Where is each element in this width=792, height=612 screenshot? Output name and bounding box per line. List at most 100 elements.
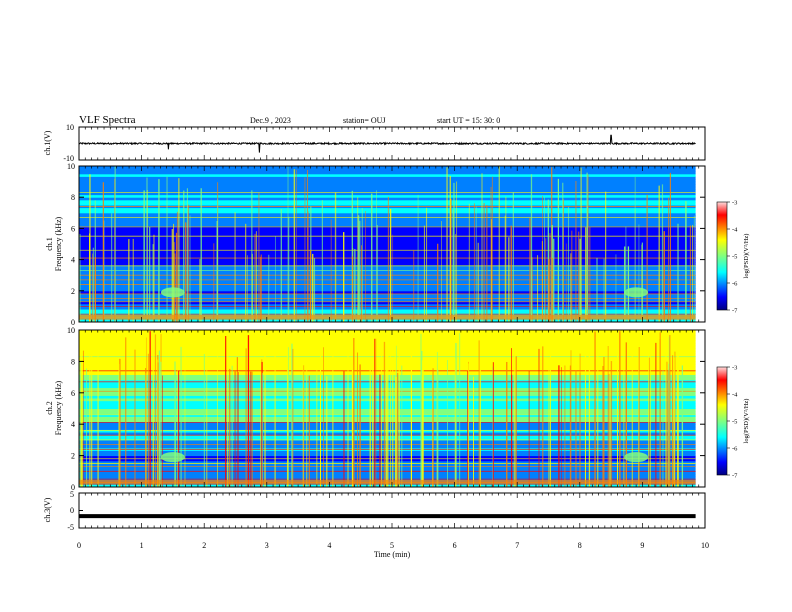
ch1-spectrogram-band bbox=[79, 199, 696, 203]
ch1-spectrogram-band bbox=[79, 259, 696, 263]
ch1-spectrogram-ytick-label: 4 bbox=[71, 256, 75, 265]
ch1-spectrogram-band bbox=[79, 220, 696, 224]
ch2-spectrogram-emission bbox=[624, 452, 649, 463]
ch1-spectrogram-band bbox=[79, 166, 696, 170]
ch2-spectrogram-ytick-label: 0 bbox=[71, 483, 75, 492]
ch1-spectrogram-ytick-label: 0 bbox=[71, 318, 75, 327]
ch1-spectrogram-band bbox=[79, 171, 696, 175]
ch3-ytick-top: 5 bbox=[70, 490, 74, 499]
ch3-ytick-middle: 0 bbox=[70, 506, 74, 515]
x-tick-label: 5 bbox=[390, 541, 394, 550]
ch1-spectrogram-band bbox=[79, 293, 696, 297]
ch1-spectrogram-ytick-label: 10 bbox=[67, 162, 75, 171]
ch1-spectrogram-lowband bbox=[79, 314, 696, 320]
ch1-spectrogram-ytick-label: 6 bbox=[71, 224, 75, 233]
ch2-spectrogram-ylabel-frequency: Frequency (kHz) bbox=[54, 380, 63, 435]
ch1-spectrogram-band bbox=[79, 207, 696, 211]
ch1-spectrogram-panel: 0 2 4 6 8 10 ch.1 Frequency (kHz) bbox=[45, 162, 706, 327]
ch1-waveform-panel: 10 -10 ch.1(V) bbox=[43, 123, 706, 163]
ch2-spectrogram-band bbox=[79, 332, 696, 336]
colorbar-tick-label: -4 bbox=[732, 392, 738, 399]
ch1-spectrogram-band bbox=[79, 264, 696, 268]
ch1-waveform-ylabel: ch.1(V) bbox=[43, 130, 52, 155]
ch2-spectrogram-ytick-label: 6 bbox=[71, 389, 75, 398]
ch1-spectrogram-band bbox=[79, 173, 696, 177]
ch2-spectrogram-band bbox=[79, 337, 696, 341]
ch1-spectrogram-band bbox=[79, 249, 696, 253]
ch1-spectrogram-band bbox=[79, 309, 696, 313]
ch1-spectrogram-band bbox=[79, 267, 696, 271]
ch1-spectrogram-band bbox=[79, 233, 696, 237]
ch2-spectrogram-ylabel-channel: ch.2 bbox=[45, 401, 54, 415]
start-time-label: start UT = 15: 30: 0 bbox=[437, 116, 500, 125]
x-tick-label: 7 bbox=[515, 541, 519, 550]
ch1-spectrogram-band bbox=[79, 179, 696, 183]
ch1-spectrogram-band bbox=[79, 223, 696, 227]
ch2-spectrogram-ytick-label: 2 bbox=[71, 452, 75, 461]
ch1-spectrogram-band bbox=[79, 176, 696, 180]
ch1-spectrogram-band bbox=[79, 296, 696, 300]
ch1-spectrogram-band bbox=[79, 262, 696, 266]
colorbar-tick-label: -6 bbox=[732, 281, 738, 288]
ch1-spectrogram-band bbox=[79, 186, 696, 190]
ch1-spectrogram-band bbox=[79, 210, 696, 214]
colorbar-tick-label: -5 bbox=[732, 419, 737, 426]
colorbar-ch2-gradient bbox=[716, 366, 728, 476]
ch1-spectrogram-band bbox=[79, 194, 696, 198]
ch2-spectrogram-band bbox=[79, 335, 696, 339]
ch1-spectrogram-band bbox=[79, 215, 696, 219]
ch1-spectrogram-band bbox=[79, 298, 696, 302]
x-tick-label: 10 bbox=[701, 541, 709, 550]
x-axis: 0 1 2 3 4 5 6 7 8 9 10 bbox=[77, 127, 709, 550]
figure-title: VLF Spectra bbox=[79, 114, 136, 126]
ch1-spectrogram-band bbox=[79, 303, 696, 307]
ch1-spectrogram-band bbox=[79, 285, 696, 289]
ch1-spectrogram-band bbox=[79, 184, 696, 188]
ch1-spectrogram-band bbox=[79, 254, 696, 258]
ch2-spectrogram-panel: 0 2 4 6 8 10 ch.2 Frequency (kHz) bbox=[45, 326, 706, 492]
ch3-waveform-panel: 5 0 -5 ch.3(V) bbox=[43, 490, 706, 532]
date-label: Dec.9 , 2023 bbox=[250, 116, 291, 125]
ch1-spectrogram-ylabel-channel: ch.1 bbox=[45, 237, 54, 251]
ch1-spectrogram-band bbox=[79, 236, 696, 240]
colorbar-tick-label: -7 bbox=[732, 473, 738, 480]
ch1-spectrogram-band bbox=[79, 280, 696, 284]
ch1-spectrogram-band bbox=[79, 202, 696, 206]
ch1-spectrogram-band bbox=[79, 272, 696, 276]
x-tick-label: 9 bbox=[640, 541, 644, 550]
ch1-spectrogram-band bbox=[79, 212, 696, 216]
ch1-spectrogram-band bbox=[79, 218, 696, 222]
colorbar-ch1: -3 -4 -5 -6 -7 log(PSD)(V²/Hz) bbox=[716, 200, 750, 315]
x-tick-label: 6 bbox=[453, 541, 457, 550]
ch1-spectrogram-band bbox=[79, 301, 696, 305]
ch1-spectrogram-band bbox=[79, 241, 696, 245]
ch1-spectrogram-band bbox=[79, 192, 696, 196]
ch1-spectrogram-image bbox=[79, 166, 696, 322]
ch1-spectrogram-band bbox=[79, 244, 696, 248]
colorbar-tick-label: -5 bbox=[732, 254, 737, 261]
colorbar-tick-label: -4 bbox=[732, 227, 738, 234]
x-tick-label: 1 bbox=[140, 541, 144, 550]
colorbar-tick-label: -6 bbox=[732, 446, 738, 453]
ch1-spectrogram-ytick-label: 8 bbox=[71, 193, 75, 202]
ch3-waveform-frame bbox=[78, 492, 706, 529]
ch1-spectrogram-band bbox=[79, 306, 696, 310]
ch2-spectrogram-band bbox=[79, 330, 696, 334]
ch1-spectrogram-emission bbox=[624, 287, 649, 298]
ch1-spectrogram-band bbox=[79, 270, 696, 274]
ch1-spectrogram-band bbox=[79, 181, 696, 185]
x-tick-label: 3 bbox=[265, 541, 269, 550]
colorbar-tick-label: -7 bbox=[732, 308, 738, 315]
ch1-waveform-trace bbox=[78, 134, 696, 153]
ch1-spectrogram-band bbox=[79, 311, 696, 315]
x-tick-label: 4 bbox=[327, 541, 331, 550]
colorbar-ch1-gradient bbox=[716, 201, 728, 311]
colorbar-ch2-label: log(PSD)(V²/Hz) bbox=[743, 399, 750, 444]
ch1-spectrogram-band bbox=[79, 251, 696, 255]
ch1-spectrogram-band bbox=[79, 231, 696, 235]
ch2-spectrogram-ytick-label: 8 bbox=[71, 357, 75, 366]
station-label: station= OUJ bbox=[343, 116, 386, 125]
ch1-spectrogram-band bbox=[79, 319, 696, 322]
x-axis-label: Time (min) bbox=[374, 550, 411, 559]
